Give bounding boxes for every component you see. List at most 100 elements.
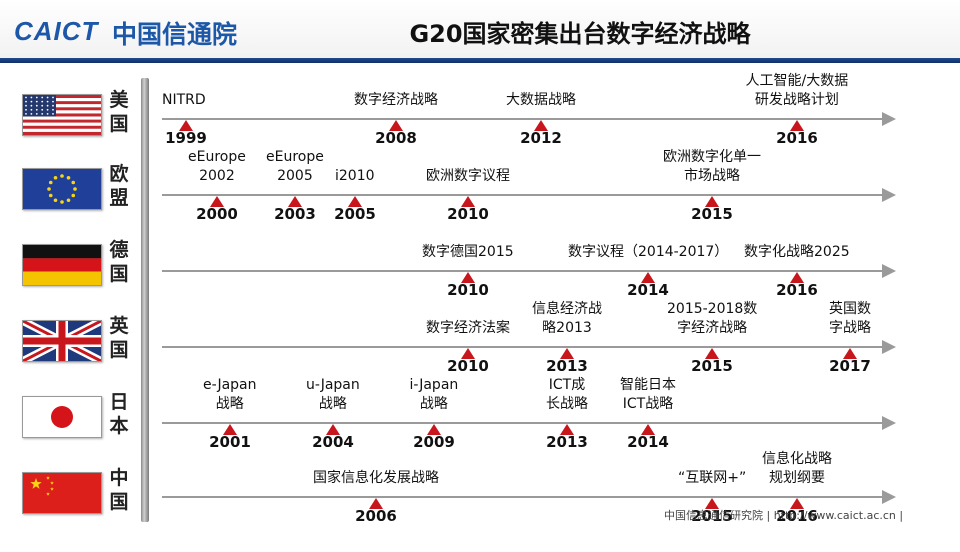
country-name: 日 本 <box>109 391 129 437</box>
germany-flag-icon <box>22 244 102 286</box>
arrow-head-icon <box>882 490 896 504</box>
event-year: 2016 <box>776 281 818 299</box>
event-year: 1999 <box>165 129 207 147</box>
country-name: 欧 盟 <box>109 163 129 209</box>
event-year: 2010 <box>447 281 489 299</box>
event-year: 2017 <box>829 357 871 375</box>
event-marker-icon <box>461 196 475 207</box>
event-label: u-Japan 战略 <box>306 377 360 412</box>
logo-text: 中国信通院 <box>112 20 238 49</box>
event-marker-icon <box>790 272 804 283</box>
page-title: G20国家密集出台数字经济战略 <box>409 20 751 48</box>
event-year: 2016 <box>776 507 818 525</box>
event-label: 数字化战略2025 <box>744 244 850 260</box>
event-marker-icon <box>534 120 548 131</box>
event-marker-icon <box>427 424 441 435</box>
event-year: 2015 <box>691 205 733 223</box>
event-marker-icon <box>705 348 719 359</box>
country-row-2: 德 国 <box>0 239 150 324</box>
event-label: 信息经济战 略2013 <box>532 301 602 336</box>
event-marker-icon <box>641 272 655 283</box>
event-year: 2015 <box>691 357 733 375</box>
event-year: 2005 <box>334 205 376 223</box>
event-year: 2004 <box>312 433 354 451</box>
event-label: 智能日本 ICT战略 <box>620 377 676 412</box>
event-label: NITRD <box>162 92 206 108</box>
event-marker-icon <box>641 424 655 435</box>
event-marker-icon <box>705 196 719 207</box>
footer-url: 中国信息通信研究院 | http://www.caict.ac.cn | <box>664 509 904 522</box>
event-label: i-Japan 战略 <box>409 377 459 412</box>
event-year: 2003 <box>274 205 316 223</box>
event-label: 2015-2018数 字经济战略 <box>667 301 758 336</box>
event-marker-icon <box>790 498 804 509</box>
event-label: 数字议程（2014-2017） <box>568 244 729 260</box>
event-label: 数字德国2015 <box>422 244 514 260</box>
event-label: 英国数 字战略 <box>829 301 871 336</box>
event-label: 信息化战略 规划纲要 <box>762 451 832 486</box>
event-label: e-Japan 战略 <box>203 377 257 412</box>
eu-flag-icon <box>22 168 102 210</box>
event-year: 2014 <box>627 281 669 299</box>
event-marker-icon <box>560 348 574 359</box>
china-flag-icon <box>22 472 102 514</box>
event-marker-icon <box>210 196 224 207</box>
country-name: 中 国 <box>109 467 129 513</box>
event-marker-icon <box>705 498 719 509</box>
event-year: 2010 <box>447 205 489 223</box>
arrow-head-icon <box>882 416 896 430</box>
event-year: 2015 <box>691 507 733 525</box>
event-marker-icon <box>843 348 857 359</box>
event-marker-icon <box>790 120 804 131</box>
timeline-spine <box>141 78 149 522</box>
event-label: “互联网+” <box>678 470 747 486</box>
event-label: eEurope 2005 <box>266 149 324 184</box>
event-marker-icon <box>288 196 302 207</box>
timeline-arrow <box>162 496 884 498</box>
event-marker-icon <box>326 424 340 435</box>
arrow-head-icon <box>882 112 896 126</box>
event-label: eEurope 2002 <box>188 149 246 184</box>
event-marker-icon <box>179 120 193 131</box>
country-name: 美 国 <box>109 89 129 135</box>
event-marker-icon <box>348 196 362 207</box>
event-year: 2010 <box>447 357 489 375</box>
timeline-arrow <box>162 346 884 348</box>
event-marker-icon <box>389 120 403 131</box>
timeline-arrow <box>162 422 884 424</box>
country-name: 英 国 <box>109 315 129 361</box>
event-year: 2016 <box>776 129 818 147</box>
event-label: 数字经济战略 <box>354 92 438 108</box>
event-label: 欧洲数字化单一 市场战略 <box>663 149 761 184</box>
arrow-head-icon <box>882 188 896 202</box>
event-label: 大数据战略 <box>506 92 576 108</box>
event-label: 人工智能/大数据 研发战略计划 <box>745 73 849 108</box>
header-divider <box>0 58 960 63</box>
event-year: 2013 <box>546 433 588 451</box>
country-row-5: 中 国 <box>0 467 150 552</box>
country-name: 德 国 <box>109 239 129 285</box>
event-year: 2006 <box>355 507 397 525</box>
country-row-3: 英 国 <box>0 315 150 400</box>
event-marker-icon <box>461 272 475 283</box>
uk-flag-icon <box>22 320 102 362</box>
event-marker-icon <box>369 498 383 509</box>
japan-flag-icon <box>22 396 102 438</box>
timeline-arrow <box>162 118 884 120</box>
arrow-head-icon <box>882 340 896 354</box>
event-year: 2008 <box>375 129 417 147</box>
event-year: 2001 <box>209 433 251 451</box>
event-marker-icon <box>461 348 475 359</box>
country-row-1: 欧 盟 <box>0 163 150 248</box>
event-label: 欧洲数字议程 <box>426 168 510 184</box>
event-label: ICT成 长战略 <box>546 377 588 412</box>
caict-logo: CAICT <box>14 16 99 46</box>
event-marker-icon <box>223 424 237 435</box>
country-row-0: 美 国 <box>0 89 150 174</box>
arrow-head-icon <box>882 264 896 278</box>
event-marker-icon <box>560 424 574 435</box>
timeline-arrow <box>162 270 884 272</box>
event-year: 2012 <box>520 129 562 147</box>
header-bar: CAICT 中国信通院 G20国家密集出台数字经济战略 <box>0 0 960 58</box>
event-label: i2010 <box>335 168 375 184</box>
